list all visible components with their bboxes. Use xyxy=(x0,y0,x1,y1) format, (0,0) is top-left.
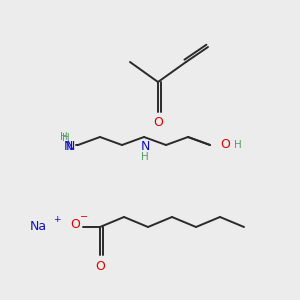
Text: H: H xyxy=(141,152,149,162)
Text: N: N xyxy=(65,140,75,152)
Text: Na: Na xyxy=(29,220,46,233)
Text: N: N xyxy=(63,140,73,152)
Text: O: O xyxy=(153,116,163,130)
Text: H: H xyxy=(60,132,68,142)
Text: −: − xyxy=(80,212,88,222)
Text: O: O xyxy=(220,139,230,152)
Text: H: H xyxy=(234,140,242,150)
Text: O: O xyxy=(70,218,80,230)
Text: +: + xyxy=(53,215,61,224)
Text: H: H xyxy=(62,133,70,143)
Text: O: O xyxy=(95,260,105,272)
Text: N: N xyxy=(140,140,150,154)
